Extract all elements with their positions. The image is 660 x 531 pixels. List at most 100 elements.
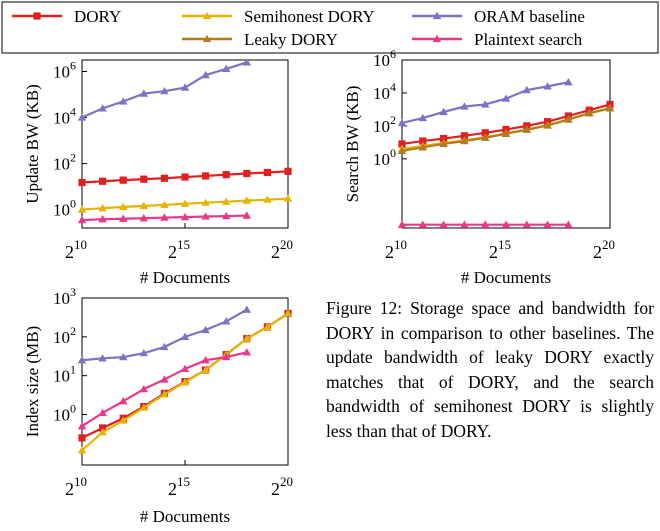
y-tick-label: 100 <box>53 402 76 425</box>
series-oram-baseline <box>77 305 251 364</box>
series-line <box>81 308 248 362</box>
data-point <box>222 317 231 325</box>
x-tick-label: 210 <box>65 474 87 499</box>
y-axis-label: Search BW (KB) <box>343 86 362 203</box>
chart-update-bw-kb: 100 102 104 106 210 215 220 # Documents Update B… <box>23 58 293 287</box>
data-point <box>98 203 107 212</box>
data-point <box>77 113 87 121</box>
data-point <box>77 422 87 430</box>
data-point <box>501 220 511 228</box>
data-point <box>160 174 168 182</box>
data-point <box>180 83 190 91</box>
data-point <box>222 64 231 73</box>
data-point <box>77 446 87 454</box>
y-tick-label: 103 <box>53 285 76 308</box>
x-axis-label: # Documents <box>140 268 230 287</box>
y-tick-label: 100 <box>53 197 76 220</box>
series-dory <box>398 100 614 148</box>
data-point <box>180 364 190 372</box>
y-tick-label: 104 <box>373 80 396 103</box>
series-plaintext-search <box>397 220 573 228</box>
series-oram-baseline <box>397 77 573 127</box>
data-point <box>283 194 293 202</box>
x-axis-label: # Documents <box>140 507 230 526</box>
data-point <box>160 375 169 383</box>
data-point <box>222 352 231 361</box>
series-semihonest-dory <box>77 309 293 454</box>
y-tick-label: 102 <box>53 151 76 174</box>
legend-frame <box>1 1 659 54</box>
series-oram-baseline <box>77 58 251 121</box>
data-point <box>78 178 86 187</box>
legend: DORY Semihonest DORY ORAM baseline Leaky DO… <box>1 1 659 54</box>
legend-label: Semihonest DORY <box>244 7 375 26</box>
data-point <box>160 86 169 95</box>
data-point <box>397 146 407 155</box>
data-point <box>460 136 469 145</box>
legend-label: ORAM baseline <box>474 7 585 26</box>
data-point <box>242 58 251 66</box>
data-point <box>283 309 293 317</box>
series-semihonest-dory <box>77 194 293 213</box>
data-point <box>98 408 107 417</box>
x-tick-label: 215 <box>489 237 511 262</box>
data-point <box>460 220 469 228</box>
data-point <box>139 214 148 222</box>
series-line <box>401 103 611 146</box>
data-point <box>202 172 210 180</box>
data-point <box>160 342 169 351</box>
x-tick-label: 215 <box>168 474 190 499</box>
data-point <box>99 424 107 432</box>
data-point <box>119 352 128 361</box>
data-point <box>501 129 511 137</box>
x-tick-label: 215 <box>168 237 190 262</box>
y-tick-label: 104 <box>53 105 76 128</box>
chart-search-bw-kb: 100 102 104 106 210 215 220 # Documents Search B… <box>343 47 615 287</box>
data-point <box>77 205 87 213</box>
y-tick-label: 106 <box>373 47 396 70</box>
data-point <box>397 118 407 127</box>
data-point <box>564 77 573 86</box>
data-point <box>222 171 230 179</box>
data-point <box>398 140 406 148</box>
data-point <box>180 332 190 340</box>
series-line <box>81 351 248 428</box>
series-plaintext-search <box>77 211 251 224</box>
x-tick-label: 220 <box>271 474 293 499</box>
charts: 100 102 104 106 210 215 220 # Documents Update B… <box>23 47 615 526</box>
data-point <box>419 137 427 145</box>
figure-caption: Figure 12: Storage space and bandwidth f… <box>326 298 654 441</box>
data-point <box>605 104 615 112</box>
data-point <box>119 97 128 105</box>
legend-item-semihonest-dory: Semihonest DORY <box>182 7 375 26</box>
data-point <box>564 220 573 228</box>
data-point <box>397 220 407 228</box>
data-point <box>139 403 148 411</box>
legend-label: DORY <box>74 7 121 26</box>
data-point <box>201 70 210 79</box>
data-point <box>242 348 251 356</box>
x-tick-label: 220 <box>271 237 293 262</box>
legend-item-dory: DORY <box>12 7 121 26</box>
data-point <box>481 220 490 228</box>
data-point <box>439 107 448 116</box>
data-point <box>242 334 251 342</box>
x-tick-label: 210 <box>385 237 407 262</box>
data-point <box>99 177 107 185</box>
data-point <box>243 169 251 178</box>
data-point <box>201 365 210 374</box>
data-point <box>160 213 169 221</box>
legend-marker <box>202 11 212 20</box>
y-tick-label: 100 <box>373 146 396 169</box>
y-tick-label: 106 <box>53 59 76 82</box>
data-point <box>522 220 531 228</box>
data-point <box>201 212 210 220</box>
x-tick-label: 210 <box>65 237 87 262</box>
data-point <box>98 215 107 223</box>
y-axis-label: Update BW (KB) <box>23 84 42 204</box>
data-point <box>460 132 468 140</box>
data-point <box>481 100 490 108</box>
legend-item-plaintext-search: Plaintext search <box>412 30 583 49</box>
data-point <box>284 167 292 175</box>
